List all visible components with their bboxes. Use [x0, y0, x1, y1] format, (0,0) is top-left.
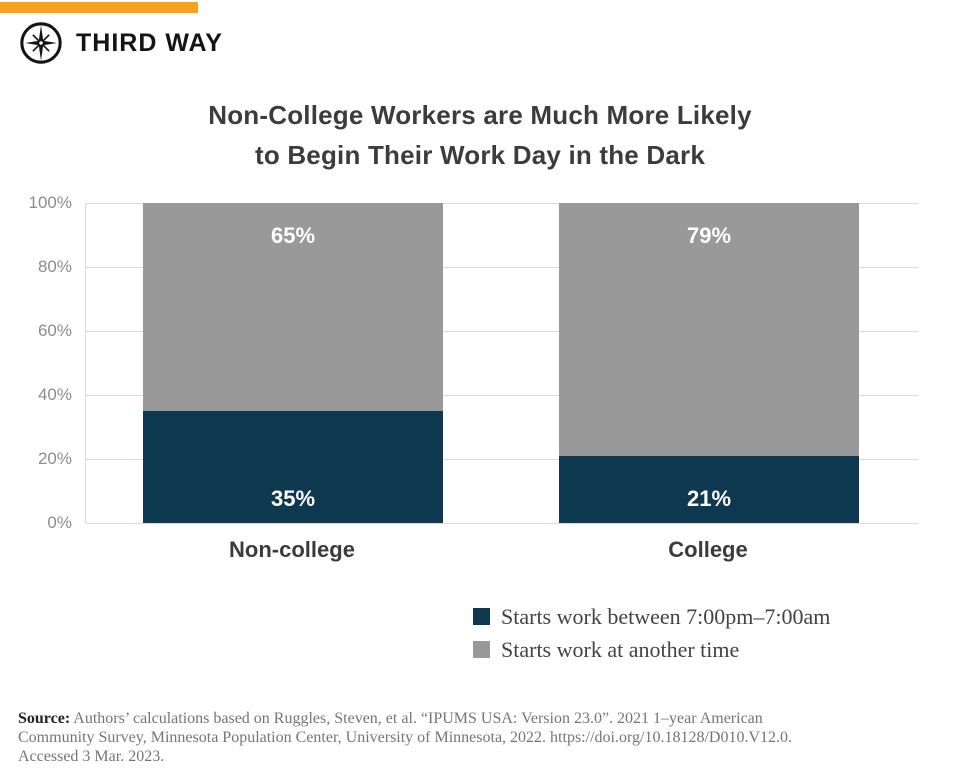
y-axis-tick: 60%	[37, 321, 72, 340]
bar-value-label: 79%	[686, 223, 732, 248]
chart-title-line2: to Begin Their Work Day in the Dark	[254, 140, 706, 171]
y-axis-tick: 40%	[37, 385, 72, 404]
bar-segment-another-time-college: 79%	[559, 203, 859, 456]
gridline-80	[86, 267, 918, 268]
gridline-100	[86, 203, 918, 204]
bar-segment-another-time-non-college: 65%	[143, 203, 443, 411]
bar-value-label: 21%	[686, 485, 732, 511]
brand-name: THIRD WAY	[76, 28, 223, 57]
y-axis-tick: 20%	[37, 449, 72, 468]
y-axis-tick: 80%	[37, 257, 72, 276]
legend-label-another-time: Starts work at another time	[501, 636, 740, 662]
brand-accent-bar	[0, 2, 198, 13]
plot-area: 100% 80% 60% 40% 20% 0% 65% 35% 79% 21%	[29, 193, 918, 532]
legend-label-night-start: Starts work between 7:00pm–7:00am	[501, 603, 831, 629]
bar-non-college: 65% 35%	[143, 203, 443, 523]
x-axis-label-non-college: Non-college	[229, 537, 355, 562]
legend-item-another-time: Starts work at another time	[473, 633, 830, 666]
x-axis-label-college: College	[668, 537, 748, 562]
bar-segment-night-start-college: 21%	[559, 455, 859, 523]
chart-title-line1: Non-College Workers are Much More Likely	[208, 100, 752, 131]
compass-star-icon	[20, 22, 62, 64]
bar-college: 79% 21%	[559, 203, 859, 523]
gridline-60	[86, 331, 918, 332]
source-note: Source: Authors’ calculations based on R…	[18, 709, 954, 766]
gridline-20	[86, 459, 918, 460]
third-way-logo: THIRD WAY	[18, 20, 223, 66]
source-label: Source:	[18, 710, 71, 727]
legend-swatch-gray	[473, 641, 490, 658]
legend-swatch-dark	[473, 608, 490, 625]
y-axis-tick: 100%	[28, 193, 72, 212]
chart-title: Non-College Workers are Much More Likely…	[0, 95, 960, 175]
source-line-2: Community Survey, Minnesota Population C…	[18, 729, 792, 746]
bar-value-label: 65%	[270, 223, 316, 248]
legend-item-night-start: Starts work between 7:00pm–7:00am	[473, 600, 830, 633]
y-axis-tick: 0%	[47, 513, 72, 532]
source-line-3: Accessed 3 Mar. 2023.	[18, 748, 165, 765]
gridline-40	[86, 395, 918, 396]
bar-value-label: 35%	[270, 486, 316, 511]
legend: Starts work between 7:00pm–7:00am Starts…	[473, 600, 830, 666]
bar-segment-night-start-non-college: 35%	[143, 411, 443, 523]
gridline-0	[86, 523, 918, 524]
source-line-1: Source: Authors’ calculations based on R…	[18, 710, 763, 727]
